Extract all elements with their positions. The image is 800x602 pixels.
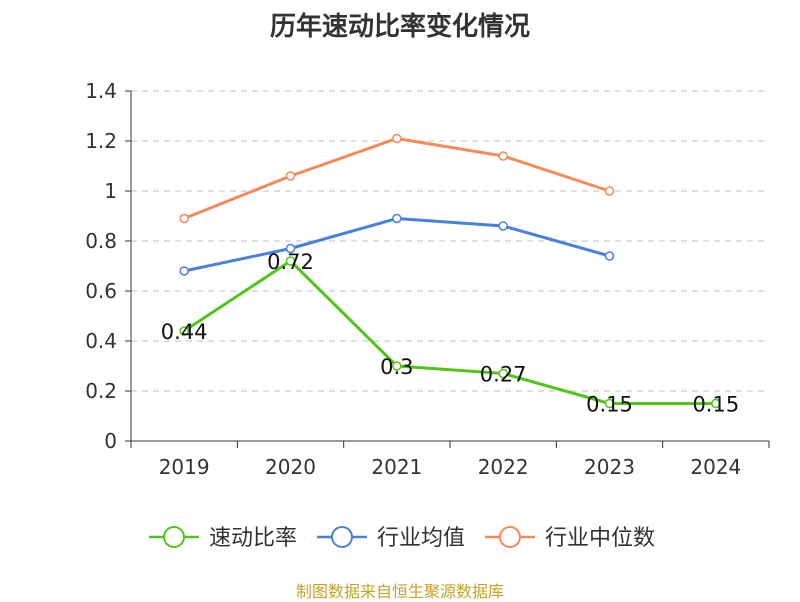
data-point	[285, 256, 296, 266]
y-tick-label: 0.2	[85, 379, 117, 403]
data-point	[179, 266, 189, 276]
y-tick-label: 0.4	[85, 329, 117, 353]
legend-label: 行业均值	[377, 526, 465, 551]
data-point	[392, 361, 402, 371]
grid-lines	[131, 90, 769, 392]
y-tick-label: 1	[104, 179, 117, 203]
data-label: 0.15	[692, 393, 739, 417]
y-tick-label: 0	[104, 429, 117, 453]
data-point	[179, 326, 189, 336]
axes: 0 0.2 0.4 0.6 0.8 1 1.2 1.4 2019 2020 2021 2022 2023…	[85, 79, 770, 479]
data-label: 0.44	[161, 320, 208, 344]
data-point	[392, 213, 402, 224]
data-point	[285, 243, 296, 254]
source-note: 制图数据来自恒生聚源数据库	[295, 582, 504, 601]
y-tick-label: 0.8	[85, 229, 117, 253]
data-label: 0.15	[586, 393, 633, 417]
x-tick-label: 2021	[371, 455, 422, 479]
legend-label: 速动比率	[209, 526, 297, 551]
x-tick-label: 2020	[265, 455, 316, 479]
data-point	[285, 171, 296, 181]
x-tick-label: 2024	[690, 455, 741, 479]
series-lines	[179, 133, 721, 409]
legend-marker	[331, 526, 353, 548]
y-tick-label: 1.2	[85, 129, 117, 153]
data-point	[711, 398, 721, 409]
legend-marker	[499, 526, 521, 548]
series-line	[183, 137, 610, 220]
data-label: 0.3	[380, 355, 413, 379]
legend: 速动比率 行业均值 行业中位数	[149, 526, 655, 551]
data-point	[604, 186, 615, 196]
data-point	[498, 368, 508, 379]
x-tick-label: 2019	[159, 455, 210, 479]
x-tick-label: 2022	[478, 455, 529, 479]
series-line	[183, 217, 610, 273]
y-tick-label: 1.4	[85, 79, 117, 103]
x-tick-label: 2023	[584, 455, 635, 479]
data-point	[604, 251, 615, 261]
data-point	[498, 151, 508, 161]
data-label: 0.27	[480, 363, 527, 387]
data-point	[604, 398, 615, 409]
data-point	[392, 133, 402, 144]
data-label: 0.72	[267, 250, 314, 274]
data-point	[498, 221, 508, 231]
legend-label: 行业中位数	[545, 526, 655, 551]
series-line	[183, 259, 716, 405]
data-point	[179, 213, 189, 224]
y-tick-label: 0.6	[85, 279, 117, 303]
data-labels: 0.44 0.72 0.3 0.27 0.15 0.15	[161, 250, 739, 417]
chart-title: 历年速动比率变化情况	[269, 12, 530, 42]
legend-marker	[163, 526, 185, 548]
